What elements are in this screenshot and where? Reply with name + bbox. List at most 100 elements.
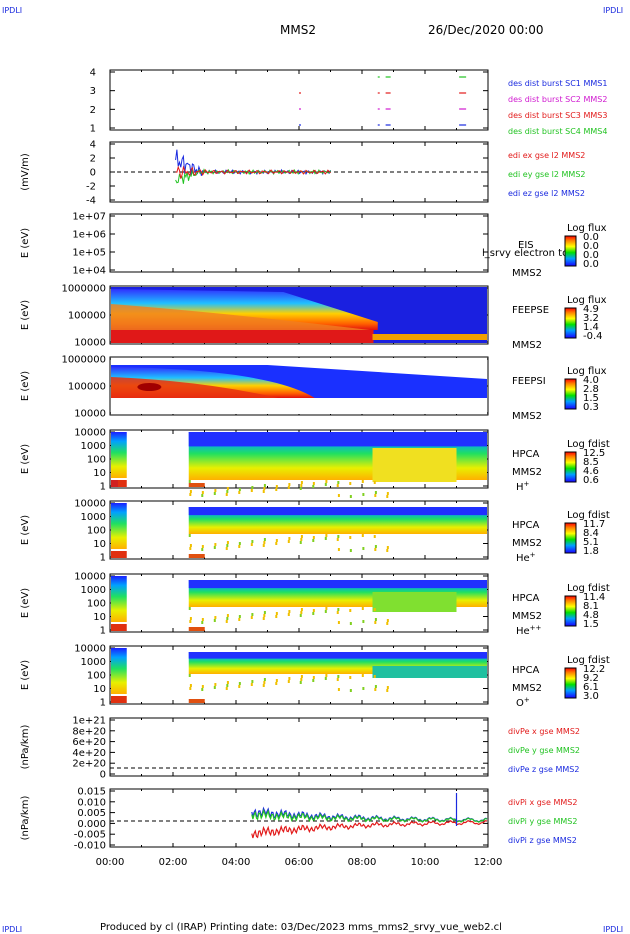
spectrogram-speckle	[312, 539, 315, 542]
panel-frame	[109, 213, 489, 273]
y-tick-label: 100	[87, 671, 106, 682]
colorbar-title: Log fdist	[567, 439, 610, 450]
spectrogram-speckle	[275, 615, 278, 618]
y-tick-label: 8e+20	[72, 726, 106, 737]
y-tick-label: 1e+05	[72, 248, 106, 259]
spectrogram-speckle	[275, 679, 278, 682]
colorbar-tick: 11.4	[583, 592, 605, 603]
spectrogram-speckle	[374, 545, 377, 548]
colorbar-tick: 8.1	[583, 601, 599, 612]
spectrogram-region	[188, 580, 487, 589]
spectrogram-speckle	[251, 613, 254, 616]
y-axis-label: (mV/m)	[20, 153, 31, 191]
spectrogram-speckle	[373, 535, 376, 538]
legend-entry: divPe z gse MMS2	[508, 765, 579, 774]
y-tick-label: 10000	[74, 499, 106, 510]
spectrogram-speckle	[250, 683, 253, 686]
colorbar	[564, 235, 577, 267]
instrument-label: MMS2	[512, 538, 542, 549]
spectrogram-region	[188, 699, 205, 703]
x-tick-label: 10:00	[411, 857, 440, 868]
spectrogram-speckle	[386, 492, 389, 495]
spectrogram-speckle	[250, 543, 253, 546]
y-axis-label: E (eV)	[20, 444, 31, 474]
spectrogram-speckle	[250, 489, 253, 492]
spectrogram-speckle	[349, 482, 352, 485]
y-tick-label: 10000	[74, 409, 106, 420]
spectrogram-speckle	[361, 607, 364, 610]
y-tick-label: 0.010	[77, 797, 106, 808]
x-tick-label: 00:00	[96, 857, 125, 868]
overlay-text: l_srvy electron to	[482, 248, 568, 259]
spectrogram-speckle	[238, 491, 241, 494]
species-name: He	[516, 626, 530, 637]
instrument-label: HPCA	[512, 520, 540, 531]
spectrogram-speckle	[251, 680, 254, 683]
instrument-label: MMS2	[512, 611, 542, 622]
spectrogram-region	[111, 551, 127, 558]
spectrogram-speckle	[287, 486, 290, 489]
spectrogram-region	[111, 304, 370, 330]
spectrogram-speckle	[238, 488, 241, 491]
spectrogram-speckle	[361, 480, 364, 483]
y-tick-label: 100	[87, 526, 106, 537]
spectrogram-speckle	[337, 688, 340, 691]
spectrogram-speckle	[250, 616, 253, 619]
y-axis-label: E (eV)	[20, 371, 31, 401]
spectrogram-speckle	[201, 621, 204, 624]
spectrogram-speckle	[336, 538, 339, 541]
spectrogram-speckle	[201, 548, 204, 551]
spectrogram-speckle	[214, 489, 217, 492]
y-tick-label: 1000000	[61, 355, 106, 366]
colorbar-tick: 3.2	[583, 313, 599, 324]
y-axis-label: E (eV)	[20, 588, 31, 618]
colorbar-tick: 3.0	[583, 691, 599, 702]
spectrogram-speckle	[300, 535, 303, 538]
spectrogram-speckle	[324, 610, 327, 613]
y-tick-label: 10	[93, 684, 106, 695]
spectrogram-speckle	[325, 607, 328, 610]
colorbar-tick: 4.8	[583, 610, 599, 621]
spectrogram-speckle	[386, 549, 389, 552]
divpi-series-line	[251, 808, 488, 823]
spectrogram-speckle	[325, 480, 328, 483]
colorbar-title: Log flux	[567, 295, 607, 306]
y-tick-label: 10	[93, 468, 106, 479]
species-name: He	[516, 553, 530, 564]
legend-entry: edi ex gse l2 MMS2	[508, 151, 585, 160]
instrument-label: MMS2	[512, 340, 542, 351]
spectrogram-speckle	[238, 545, 241, 548]
spectrogram-speckle	[275, 539, 278, 542]
spectrogram-speckle	[189, 493, 192, 496]
plot-datetime: 26/Dec/2020 00:00	[428, 23, 544, 37]
legend-entry: divPe y gse MMS2	[508, 746, 580, 755]
spectrogram-speckle	[214, 683, 217, 686]
species-name: H	[516, 482, 524, 493]
spectrogram-region	[111, 576, 127, 622]
y-tick-label: 1000	[81, 512, 106, 523]
spectrogram-speckle	[226, 487, 229, 490]
spectrogram-region	[188, 432, 487, 447]
y-tick-label: 2e+20	[72, 759, 106, 770]
y-tick-label: 0.000	[77, 819, 106, 830]
legend-entry: divPe x gse MMS2	[508, 727, 580, 736]
colorbar-tick: 11.7	[583, 519, 605, 530]
colorbar-title: Log flux	[567, 366, 607, 377]
spectrogram-speckle	[349, 549, 352, 552]
y-tick-label: 1000	[81, 657, 106, 668]
instrument-label: FEEPSE	[512, 305, 549, 316]
spectrogram-speckle	[189, 490, 192, 493]
y-tick-label: 10000	[74, 338, 106, 349]
colorbar-tick: 2.8	[583, 384, 599, 395]
y-tick-label: 100000	[68, 311, 106, 322]
x-tick-label: 02:00	[159, 857, 188, 868]
spectrogram-speckle	[263, 611, 266, 614]
spectrogram-speckle	[263, 678, 266, 681]
spectrogram-speckle	[238, 682, 241, 685]
spectrogram-speckle	[226, 544, 229, 547]
spectrogram-speckle	[262, 544, 265, 547]
spectrogram-speckle	[386, 689, 389, 692]
spectrogram-speckle	[337, 494, 340, 497]
spectrogram-speckle	[325, 534, 328, 537]
colorbar	[564, 667, 577, 699]
